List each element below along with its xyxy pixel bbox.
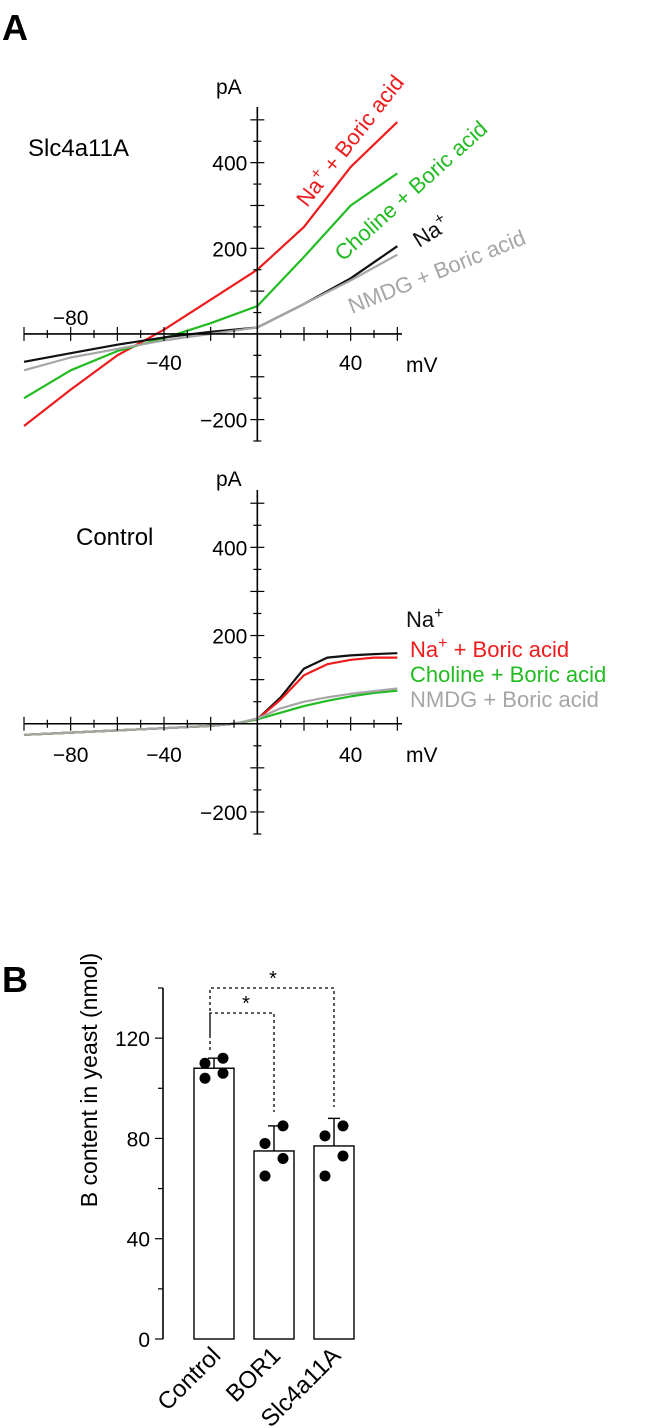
data-point-slc4a11a bbox=[319, 1170, 331, 1182]
legend-na-boric-top: Na+ + Boric acid bbox=[290, 69, 409, 211]
series-choline-plus-boric-acid-top bbox=[23, 172, 398, 400]
series-naplus-top bbox=[23, 245, 398, 363]
bar-y-tick-label: 120 bbox=[115, 1028, 150, 1051]
y-tick-label-top: −200 bbox=[200, 410, 247, 433]
x-tick-label-bottom: 40 bbox=[339, 744, 362, 767]
significance-label: * bbox=[242, 993, 250, 1015]
data-point-control bbox=[217, 1067, 229, 1079]
significance-bracket bbox=[209, 987, 335, 1107]
y-axis-unit-top: pA bbox=[216, 76, 242, 99]
significance-bracket bbox=[209, 1012, 275, 1112]
legend-na-boric-bottom: Na+ + Boric acid bbox=[410, 635, 569, 662]
y-tick-label-top: 400 bbox=[212, 153, 247, 176]
data-point-control bbox=[199, 1057, 211, 1069]
bar-chart-b-content: B content in yeast (nmol) 0 40 80 120 Contro… bbox=[76, 953, 355, 1428]
x-axis-unit-top: mV bbox=[406, 354, 438, 377]
x-category-label-control: Control bbox=[152, 1342, 226, 1416]
bar-y-tick-label: 80 bbox=[127, 1128, 150, 1151]
x-tick-label-top: −80 bbox=[53, 307, 89, 330]
x-axis-unit-bottom: mV bbox=[406, 744, 438, 767]
significance-label: * bbox=[269, 968, 277, 990]
data-point-bor1 bbox=[259, 1137, 271, 1149]
x-tick-label-top: 40 bbox=[339, 352, 362, 375]
data-point-bor1 bbox=[259, 1170, 271, 1182]
legend-na-bottom: Na+ bbox=[406, 605, 443, 632]
x-tick-label-bottom: −80 bbox=[53, 744, 89, 767]
y-tick-label-bottom: −200 bbox=[200, 802, 247, 825]
bar-bor1 bbox=[253, 1150, 295, 1340]
y-axis-unit-bottom: pA bbox=[216, 468, 242, 491]
y-tick-label-bottom: 200 bbox=[212, 626, 247, 649]
iv-chart-control: Control pA mV −80 −40 40 −200 200 400 Na+ Na+… bbox=[23, 468, 606, 835]
data-point-control bbox=[199, 1072, 211, 1084]
panel-a-letter: A bbox=[2, 7, 28, 48]
iv-chart-slc4a11a: Slc4a11A pA mV −80 −40 40 −200 200 400 Na+ + … bbox=[23, 69, 529, 442]
x-tick-label-top: −40 bbox=[146, 352, 182, 375]
data-point-slc4a11a bbox=[337, 1120, 349, 1132]
bar-y-tick-label: 0 bbox=[138, 1329, 150, 1352]
panel-title-slc4a11a: Slc4a11A bbox=[28, 135, 129, 162]
legend-nmdg-boric-bottom: NMDG + Boric acid bbox=[410, 687, 599, 712]
data-point-bor1 bbox=[277, 1152, 289, 1164]
y-tick-label-bottom: 400 bbox=[212, 537, 247, 560]
data-point-bor1 bbox=[277, 1120, 289, 1132]
bar-control bbox=[193, 1067, 235, 1340]
panel-b-letter: B bbox=[2, 959, 28, 1000]
legend-na-top: Na+ bbox=[407, 209, 453, 252]
x-tick-label-bottom: −40 bbox=[146, 744, 182, 767]
y-tick-label-top: 200 bbox=[212, 238, 247, 261]
series-naplus-plus-boric-acid-top bbox=[23, 121, 399, 427]
bar-y-tick-label: 40 bbox=[127, 1229, 150, 1252]
panel-title-control: Control bbox=[76, 524, 153, 551]
data-point-control bbox=[217, 1052, 229, 1064]
legend-choline-boric-bottom: Choline + Boric acid bbox=[410, 662, 606, 687]
data-point-slc4a11a bbox=[337, 1150, 349, 1162]
bar-y-axis-label: B content in yeast (nmol) bbox=[76, 953, 102, 1207]
data-point-slc4a11a bbox=[319, 1130, 331, 1142]
